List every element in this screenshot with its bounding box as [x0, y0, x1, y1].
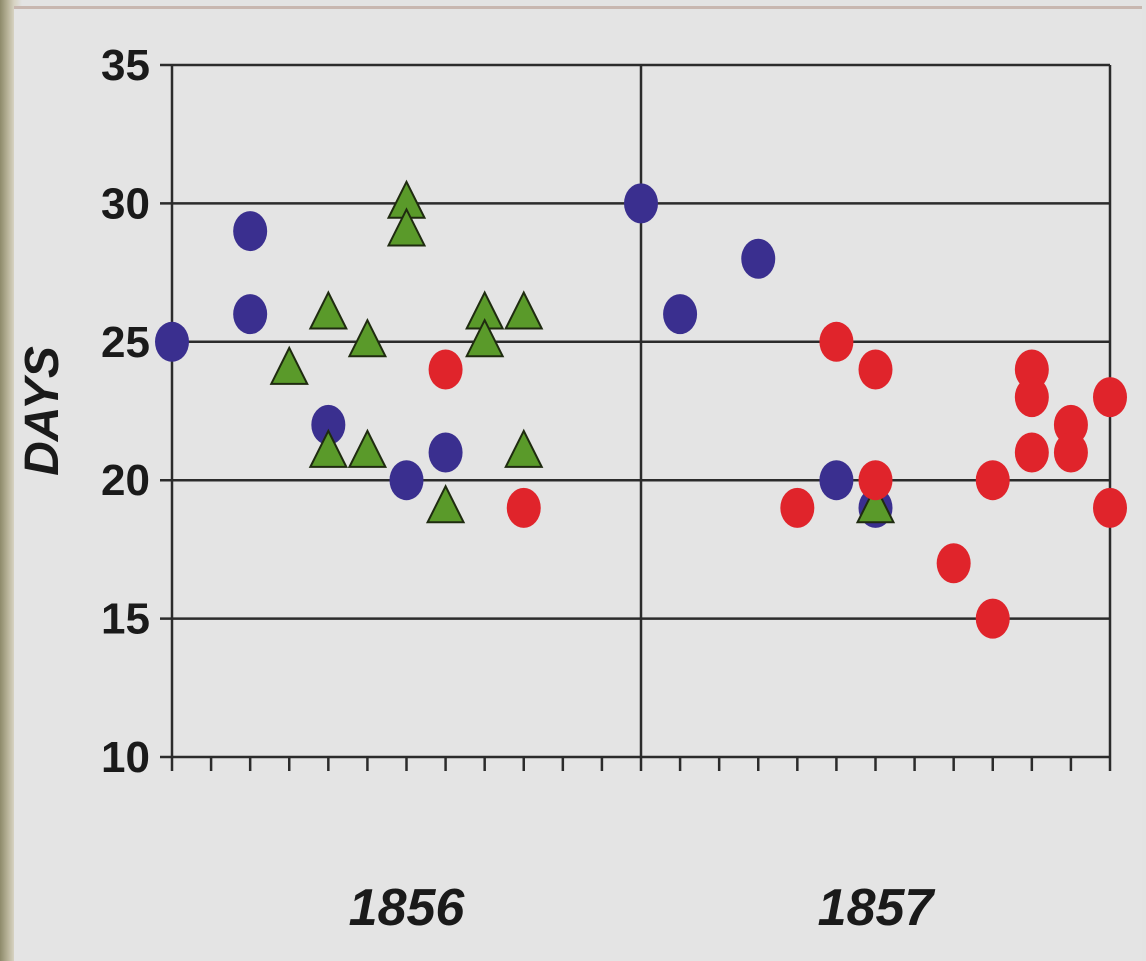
series-2-point-9: [1014, 349, 1049, 390]
series-2-point-7: [975, 460, 1010, 501]
series-2-point-11: [1014, 432, 1049, 473]
series-1-point-12: [855, 484, 896, 524]
scatter-chart: 10 15 20 25 30 35 1856 1857 DAYS: [16, 41, 1127, 937]
year-label-1857: 1857: [818, 879, 936, 937]
data-marks: [155, 179, 1127, 639]
y-tick-label-35: 35: [101, 41, 150, 90]
series-2-point-5: [858, 460, 893, 501]
y-axis-title: DAYS: [16, 346, 69, 476]
series-2-point-8: [975, 598, 1010, 639]
series-1-point-2: [308, 428, 348, 468]
series-0-point-3: [311, 404, 346, 445]
series-0-point-8: [741, 238, 776, 279]
series-0-point-4: [389, 460, 424, 501]
series-1-point-9: [465, 317, 505, 358]
series-2-point-14: [1093, 377, 1127, 418]
series-1-point-0: [269, 345, 309, 385]
series-2-point-4: [858, 349, 893, 390]
series-1-point-3: [347, 317, 388, 358]
grid-lines: [160, 63, 1110, 759]
series-2-point-2: [780, 487, 815, 528]
series-0-point-0: [155, 321, 189, 362]
series-0-point-7: [663, 294, 698, 335]
y-tick-label-15: 15: [101, 595, 150, 644]
y-tick-label-25: 25: [101, 318, 150, 367]
axes: [170, 65, 1112, 771]
series-2-point-12: [1053, 404, 1088, 445]
series-2-point-13: [1053, 432, 1088, 473]
series-2-point-10: [1014, 377, 1049, 418]
chart-panel: 10 15 20 25 30 35 1856 1857 DAYS: [14, 6, 1142, 961]
series-2-point-3: [819, 321, 854, 362]
series-1-point-11: [504, 428, 544, 468]
axis-labels: 10 15 20 25 30 35 1856 1857 DAYS: [16, 41, 935, 937]
series-1-point-7: [425, 484, 466, 524]
series-2-point-0: [428, 349, 463, 390]
series-0-point-6: [624, 183, 658, 224]
series-0-point-2: [233, 294, 268, 335]
series-1-point-4: [347, 428, 388, 468]
series-0-point-1: [233, 211, 268, 252]
year-label-1856: 1856: [349, 879, 466, 937]
series-2-point-1: [506, 487, 541, 528]
series-0-point-9: [819, 460, 854, 501]
series-0-point-5: [428, 432, 463, 473]
series-1-point-10: [504, 290, 544, 330]
series-1-point-1: [308, 290, 348, 330]
y-tick-label-20: 20: [101, 456, 150, 505]
series-2-point-15: [1093, 487, 1127, 528]
series-1-point-6: [386, 207, 427, 247]
y-tick-label-30: 30: [101, 179, 150, 228]
y-tick-label-10: 10: [101, 733, 150, 782]
series-2-point-6: [936, 543, 971, 584]
